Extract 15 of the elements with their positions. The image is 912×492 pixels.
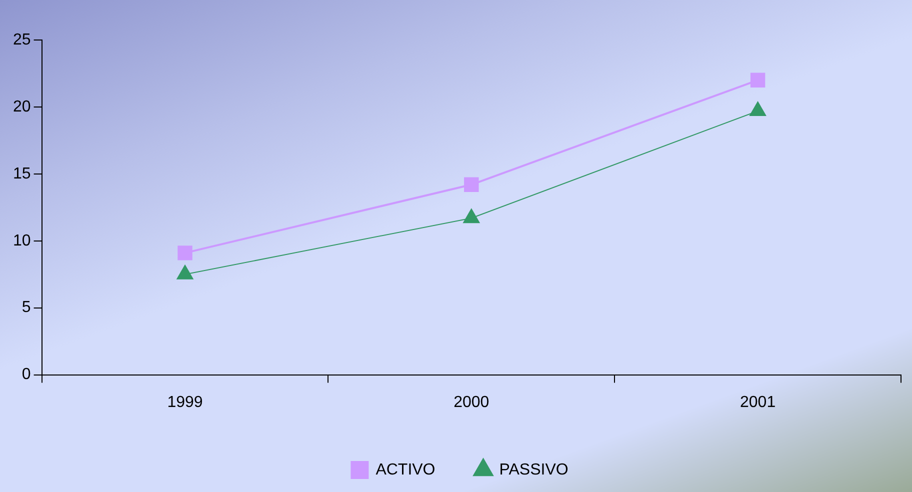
y-tick-label: 25 [13, 31, 31, 48]
point [464, 177, 479, 192]
y-tick-label: 0 [22, 366, 31, 384]
point [176, 264, 194, 280]
x-tick-label: 2000 [454, 394, 490, 411]
point [750, 72, 766, 88]
y-tick-label: 10 [13, 232, 31, 250]
y-tick-label: 20 [13, 98, 31, 116]
x-tick-label: 1999 [167, 394, 203, 411]
y-tick-label: 5 [22, 299, 31, 316]
legend-label: ACTIVO [376, 461, 436, 478]
legend-label: PASSIVO [499, 461, 568, 478]
x-tick-label: 2001 [740, 394, 776, 411]
y-tick-label: 15 [13, 165, 31, 182]
point [463, 208, 480, 224]
